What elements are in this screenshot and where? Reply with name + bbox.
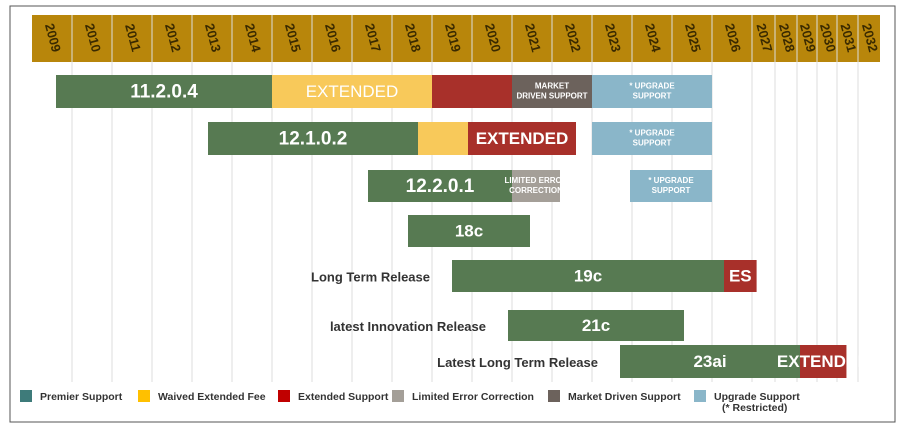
legend-swatch: [278, 390, 290, 402]
timeline-bar: [432, 75, 512, 108]
bar-label: EXTENDED: [306, 82, 399, 101]
year-label: 2023: [602, 22, 624, 54]
year-label: 2022: [562, 22, 584, 54]
timeline-bar: [630, 170, 712, 202]
bar-label: 23ai: [693, 352, 726, 371]
timeline-bar: [508, 310, 684, 341]
legend-swatch: [392, 390, 404, 402]
year-label: 2024: [642, 22, 664, 55]
year-label: 2028: [776, 22, 798, 54]
legend-swatch: [138, 390, 150, 402]
timeline-bar: [592, 75, 712, 108]
year-label: 2020: [482, 22, 504, 54]
legend-label: Market Driven Support: [568, 391, 681, 403]
year-label: 2018: [402, 22, 424, 54]
timeline-bar: [512, 75, 592, 108]
bar-label: 12.1.0.2: [279, 129, 348, 150]
year-label: 2011: [122, 22, 144, 53]
year-label: 2013: [202, 22, 224, 54]
bar-label: SUPPORT: [652, 186, 691, 195]
timeline-bar: [468, 122, 576, 155]
year-label: 2025: [682, 22, 704, 54]
bar-label: LIMITED ERROR: [504, 176, 567, 185]
timeline-bar: [368, 170, 512, 202]
year-label: 2031: [838, 22, 860, 54]
year-label: 2021: [522, 22, 544, 54]
timeline-bar: [452, 260, 724, 292]
bar-label: 11.2.0.4: [130, 82, 198, 103]
bar-label: SUPPORT: [633, 139, 672, 148]
bar-label: * UPGRADE: [629, 129, 675, 138]
bar-label: EXTENDED: [476, 129, 569, 148]
bar-label: * UPGRADE: [629, 82, 675, 91]
timeline-bar: [620, 345, 800, 378]
bar-label: CORRECTION: [509, 186, 563, 195]
legend-label: Upgrade Support: [714, 391, 800, 403]
timeline-bar: [272, 75, 432, 108]
legend-swatch: [694, 390, 706, 402]
bar-label: EXTENDED: [777, 352, 870, 371]
year-label: 2012: [162, 22, 184, 54]
bar-label: MARKET: [535, 82, 569, 91]
bar-label: 21c: [582, 316, 610, 335]
timeline-bar: [800, 345, 847, 378]
year-label: 2015: [282, 22, 304, 54]
year-label: 2032: [859, 22, 881, 54]
year-header: [32, 15, 880, 62]
year-label: 2030: [817, 22, 839, 54]
bar-label: SUPPORT: [633, 92, 672, 101]
year-label: 2027: [754, 22, 776, 54]
row-label: Latest Long Term Release: [437, 355, 598, 370]
timeline-bar: [724, 260, 757, 292]
bar-label: DRIVEN SUPPORT: [516, 92, 587, 101]
row-label: latest Innovation Release: [330, 319, 486, 334]
year-label: 2019: [442, 22, 464, 54]
year-label: 2009: [42, 22, 64, 54]
year-label: 2029: [797, 22, 819, 54]
bar-label: 18c: [455, 221, 483, 240]
legend-label: Extended Support: [298, 391, 389, 403]
year-label: 2010: [82, 22, 104, 54]
timeline-bar: [408, 215, 530, 247]
timeline-bar: [418, 122, 468, 155]
year-label: 2016: [322, 22, 344, 54]
year-label: 2014: [242, 22, 264, 55]
timeline-bar: [592, 122, 712, 155]
row-label: Long Term Release: [311, 269, 430, 284]
timeline-bar: [512, 170, 560, 202]
legend-label: Premier Support: [40, 391, 123, 403]
legend-note: (* Restricted): [722, 402, 787, 414]
bar-label: ES: [729, 266, 752, 285]
legend-label: Limited Error Correction: [412, 391, 534, 403]
bar-label: * UPGRADE: [648, 176, 694, 185]
legend-label: Waived Extended Fee: [158, 391, 266, 403]
timeline-bar: [208, 122, 418, 155]
year-label: 2026: [722, 22, 744, 54]
year-label: 2017: [362, 22, 384, 54]
bar-label: 19c: [574, 266, 602, 285]
legend-swatch: [548, 390, 560, 402]
legend-swatch: [20, 390, 32, 402]
bar-label: 12.2.0.1: [406, 176, 475, 197]
timeline-bar: [56, 75, 272, 108]
